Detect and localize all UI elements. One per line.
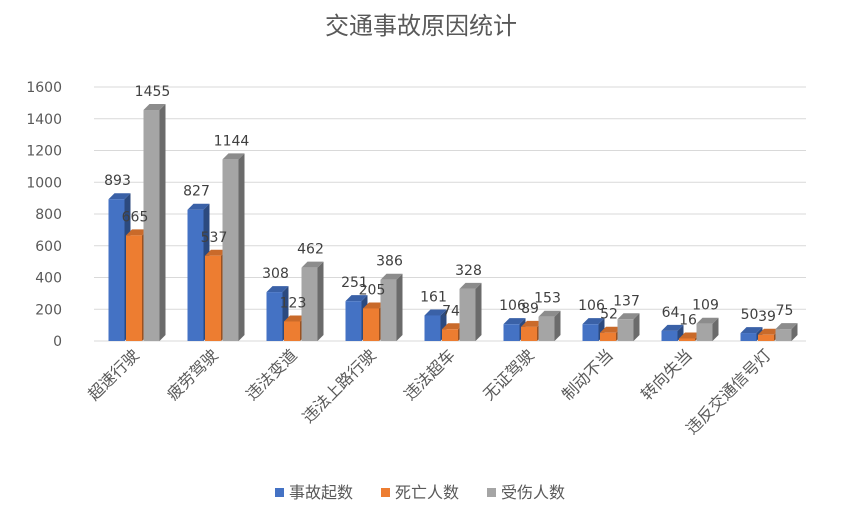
data-label: 106 [499, 298, 526, 314]
legend-item: 死亡人数 [381, 483, 459, 502]
bar [661, 324, 684, 341]
legend-swatch [381, 488, 390, 497]
data-label: 1144 [214, 133, 250, 149]
x-tick-label: 违反交通信号灯 [682, 345, 775, 438]
data-label: 251 [341, 275, 368, 291]
bars [108, 104, 798, 341]
data-label: 328 [455, 263, 482, 279]
x-tick-label: 转向失当 [637, 345, 696, 404]
legend-label: 受伤人数 [501, 483, 565, 502]
data-label: 106 [578, 298, 605, 314]
data-label: 893 [104, 173, 131, 189]
x-tick-label: 制动不当 [558, 345, 617, 404]
data-label: 16 [679, 312, 697, 328]
y-tick-label: 1200 [26, 144, 62, 160]
data-label: 161 [420, 289, 447, 305]
data-label: 137 [613, 293, 640, 309]
y-tick-label: 1400 [26, 112, 62, 128]
legend-label: 事故起数 [289, 483, 353, 502]
data-label: 74 [442, 303, 460, 319]
bar [696, 317, 719, 341]
data-label: 153 [534, 291, 561, 307]
bar [380, 273, 403, 341]
data-label: 39 [758, 309, 776, 325]
y-axis-ticks: 0 200 400 600 800 1000 1200 1400 1600 [26, 80, 62, 350]
y-tick-label: 800 [35, 207, 62, 223]
x-tick-label: 违法变道 [242, 345, 301, 404]
bar [617, 313, 640, 341]
data-label: 308 [262, 266, 289, 282]
bar [222, 153, 245, 341]
bar [301, 261, 324, 341]
x-tick-label: 超速行驶 [84, 345, 143, 404]
data-label: 665 [122, 209, 149, 225]
legend-label: 死亡人数 [395, 483, 459, 502]
chart-title: 交通事故原因统计 [325, 12, 517, 40]
data-label: 386 [376, 254, 403, 270]
y-tick-label: 1600 [26, 80, 62, 96]
bar [143, 104, 166, 341]
data-label: 205 [359, 282, 386, 298]
legend-item: 事故起数 [275, 483, 353, 502]
legend-swatch [275, 488, 284, 497]
x-tick-label: 无证驾驶 [479, 345, 538, 404]
x-tick-label: 违法超车 [400, 345, 459, 404]
bar [538, 310, 561, 341]
data-label: 52 [600, 307, 618, 323]
y-tick-label: 200 [35, 302, 62, 318]
data-label: 89 [521, 301, 539, 317]
y-tick-label: 400 [35, 271, 62, 287]
x-tick-label: 违法上路行驶 [299, 345, 380, 426]
y-tick-label: 600 [35, 239, 62, 255]
legend-swatch [487, 488, 496, 497]
data-label: 123 [280, 295, 307, 311]
data-label: 827 [183, 184, 210, 200]
y-tick-label: 0 [53, 334, 62, 350]
y-tick-label: 1000 [26, 175, 62, 191]
data-label: 462 [297, 242, 324, 258]
data-label: 64 [662, 305, 680, 321]
data-label: 537 [201, 230, 228, 246]
data-label: 50 [741, 307, 759, 323]
x-tick-label: 疲劳驾驶 [163, 345, 222, 404]
legend: 事故起数 死亡人数 受伤人数 [275, 483, 565, 502]
data-label: 1455 [135, 84, 171, 100]
legend-item: 受伤人数 [487, 483, 565, 502]
bar [459, 282, 482, 341]
bar [775, 323, 798, 341]
data-label: 75 [776, 303, 794, 319]
data-label: 109 [692, 298, 719, 314]
